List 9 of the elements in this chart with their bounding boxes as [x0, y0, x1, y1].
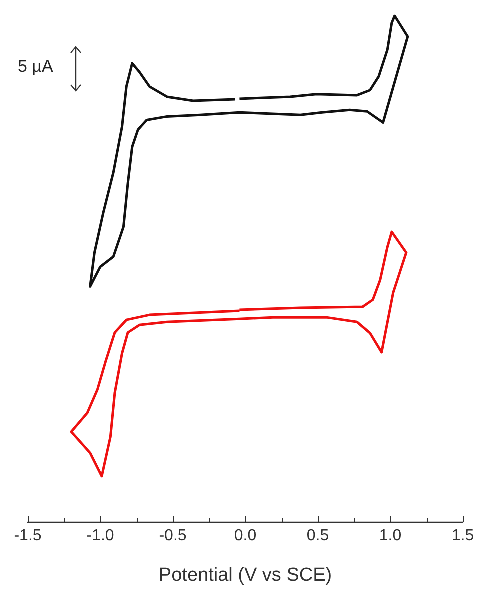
x-tick-label: 1.5: [452, 528, 474, 544]
x-tick-label: 0.5: [306, 528, 330, 544]
x-tick-label: -0.5: [159, 528, 187, 544]
x-tick-label: -1.0: [86, 528, 114, 544]
x-tick-label: 0.0: [234, 528, 257, 544]
x-axis-title: Potential (V vs SCE): [158, 565, 332, 586]
annotation: 5 µA: [18, 57, 54, 77]
x-tick-label: 1.0: [379, 528, 402, 544]
x-tick-label: -1.5: [14, 528, 42, 544]
